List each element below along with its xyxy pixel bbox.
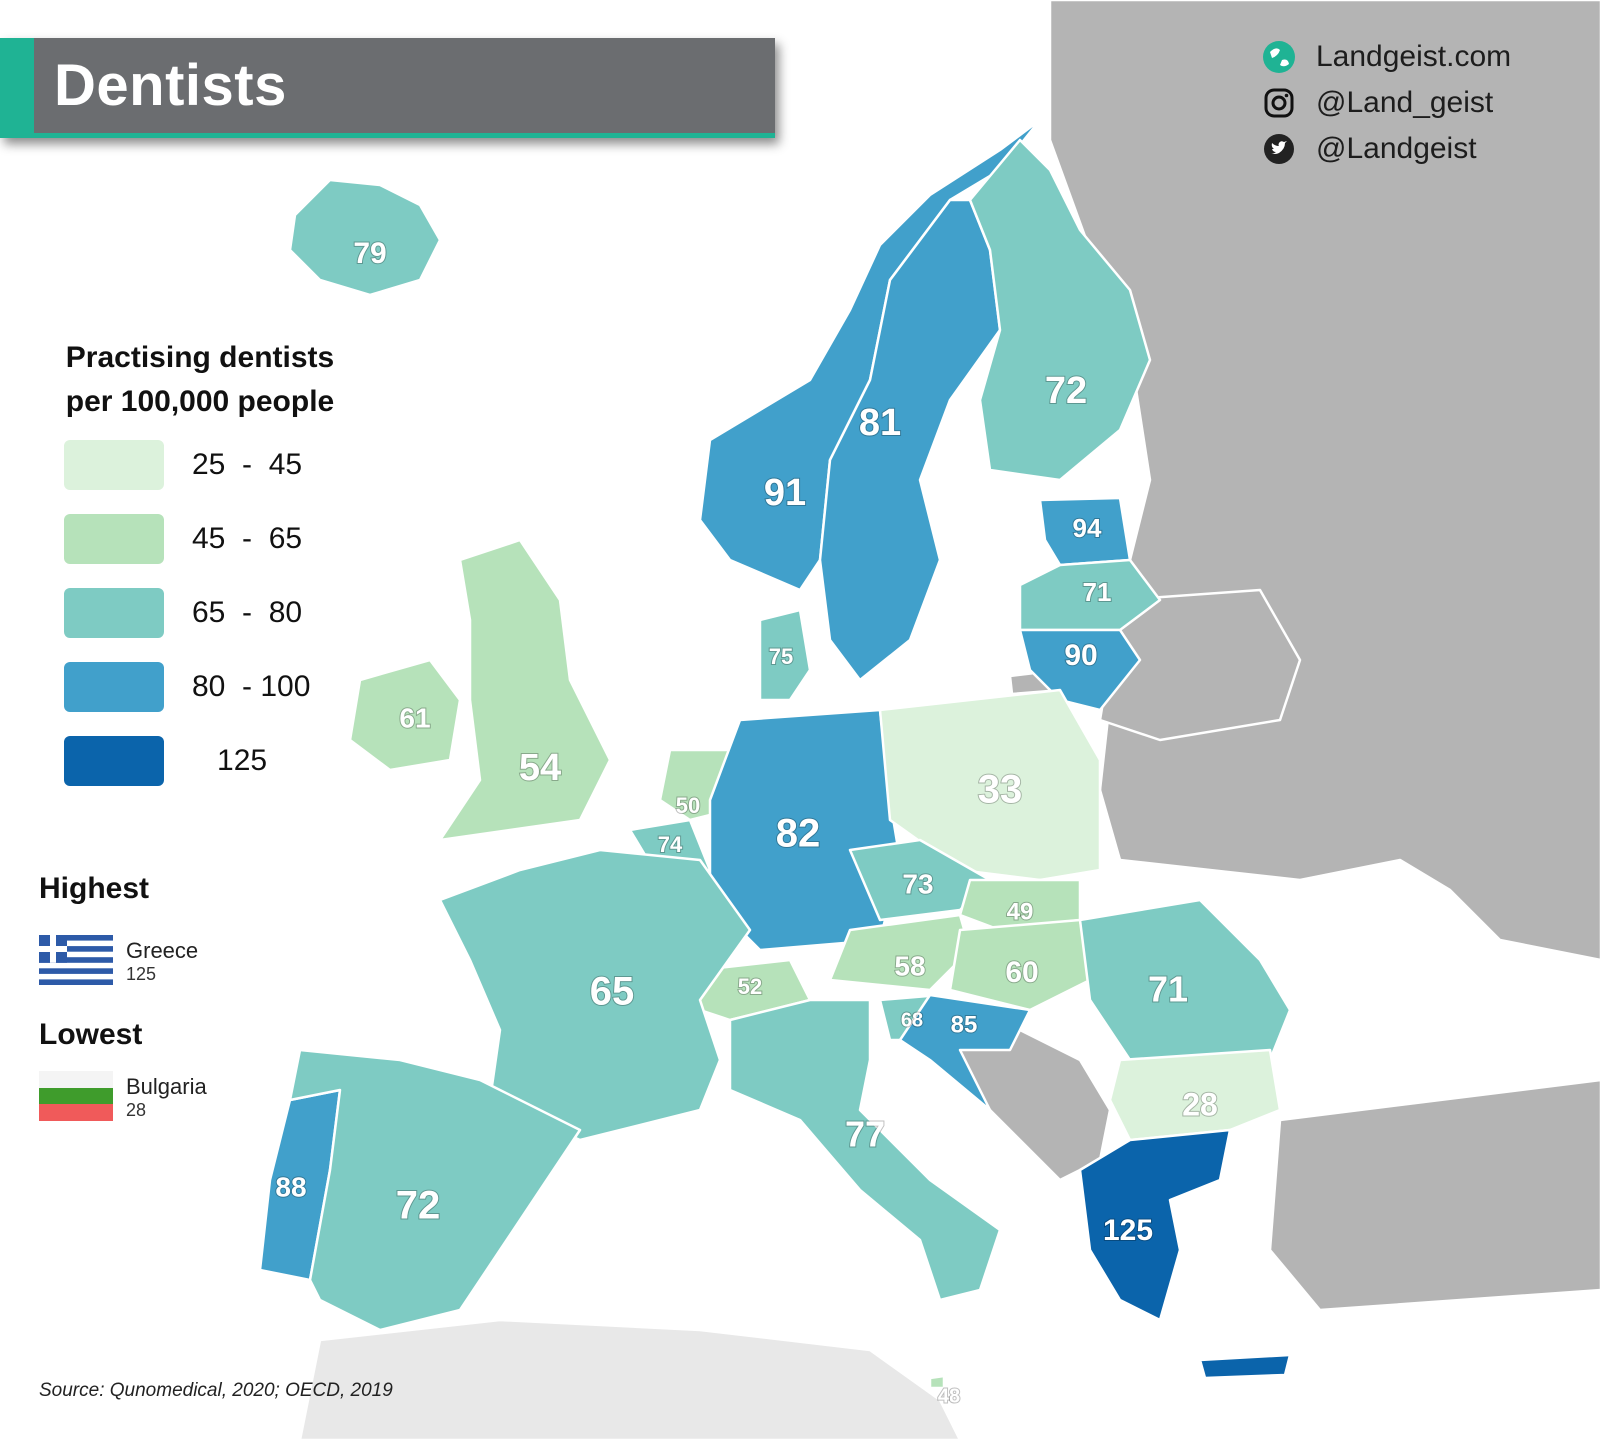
- country-croatia[interactable]: [898, 993, 1032, 1112]
- country-france[interactable]: [438, 848, 752, 1142]
- legend-item-80-100: 80 - 100: [64, 662, 344, 712]
- source-note: Source: Qunomedical, 2020; OECD, 2019: [39, 1380, 393, 1401]
- legend-title: Practising dentists per 100,000 people: [40, 336, 360, 424]
- country-crete[interactable]: [1198, 1353, 1292, 1380]
- legend-label: 80 - 100: [192, 670, 311, 703]
- value-label-denmark: 75: [769, 644, 793, 669]
- value-label-slovenia: 68: [901, 1009, 923, 1031]
- countries-layer: [258, 118, 1292, 1390]
- country-uk[interactable]: [438, 538, 612, 842]
- legend-swatch: [64, 514, 164, 564]
- value-label-norway: 91: [764, 472, 806, 514]
- value-label-slovakia: 49: [1007, 898, 1034, 925]
- value-label-latvia: 71: [1083, 577, 1112, 607]
- balkans-region: [938, 1028, 1112, 1182]
- country-romania[interactable]: [1078, 898, 1292, 1062]
- lowest-heading: Lowest: [39, 1018, 143, 1051]
- value-label-czechia: 73: [902, 868, 933, 899]
- lowest-value: 28: [126, 1100, 147, 1120]
- value-label-france: 65: [590, 970, 635, 1014]
- country-poland[interactable]: [878, 688, 1102, 882]
- value-label-croatia: 85: [951, 1011, 978, 1038]
- value-label-austria: 58: [894, 950, 925, 981]
- legend-swatch: [64, 736, 164, 786]
- legend-title-line1: Practising dentists: [65, 341, 335, 374]
- title-bar: Dentists: [0, 38, 775, 138]
- legend-label: 65 - 80: [192, 596, 303, 629]
- website-row[interactable]: Landgeist.com: [1262, 34, 1592, 80]
- value-label-sweden: 81: [859, 402, 901, 444]
- legend-swatch: [64, 440, 164, 490]
- lowest-country: Bulgaria: [126, 1074, 207, 1099]
- value-labels-layer: 79 91 81 72 94 71 90 75 61 54 50 74 82 33 73 49 58 60 71 52…: [274, 236, 1218, 1408]
- legend-item-45-65: 45 - 65: [64, 514, 344, 564]
- belarus-region: [1098, 588, 1302, 742]
- website-link[interactable]: Landgeist.com: [1316, 40, 1512, 73]
- value-label-netherlands: 50: [676, 793, 700, 818]
- country-greece[interactable]: [1078, 1128, 1232, 1322]
- page-title: Dentists: [54, 53, 287, 118]
- branding: Landgeist.com @Land_geist @Landgeist: [1262, 34, 1592, 172]
- legend-label: 25 - 45: [192, 448, 303, 481]
- globe-icon: [1262, 40, 1296, 74]
- twitter-row[interactable]: @Landgeist: [1262, 126, 1592, 172]
- legend-swatch: [64, 662, 164, 712]
- value-label-malta: 48: [938, 1385, 960, 1407]
- legend-item-65-80: 65 - 80: [64, 588, 344, 638]
- country-spain[interactable]: [288, 1048, 582, 1332]
- value-label-ireland: 61: [399, 702, 430, 733]
- legend-item-125: 125: [64, 736, 344, 786]
- highest-heading: Highest: [39, 872, 150, 905]
- value-label-romania: 71: [1148, 969, 1188, 1010]
- value-label-switzerland: 52: [738, 974, 762, 999]
- instagram-handle[interactable]: @Land_geist: [1316, 86, 1494, 119]
- country-hungary[interactable]: [948, 918, 1092, 1012]
- value-label-poland: 33: [978, 768, 1023, 812]
- country-finland[interactable]: [968, 138, 1152, 482]
- legend-title-line2: per 100,000 people: [65, 385, 335, 418]
- value-label-bulgaria: 28: [1182, 1086, 1218, 1122]
- legend-item-25-45: 25 - 45: [64, 440, 344, 490]
- value-label-estonia: 94: [1073, 513, 1102, 543]
- legend: Practising dentists per 100,000 people 2…: [40, 336, 370, 786]
- africa-region: [298, 1318, 962, 1440]
- twitter-handle[interactable]: @Landgeist: [1316, 132, 1477, 165]
- country-ireland[interactable]: [348, 658, 462, 772]
- title-underline: [34, 133, 775, 138]
- value-label-germany: 82: [776, 812, 821, 856]
- country-sweden[interactable]: [818, 198, 1002, 682]
- legend-label: 45 - 65: [192, 522, 303, 555]
- legend-label: 125: [192, 744, 268, 777]
- highest-country: Greece: [126, 938, 199, 963]
- bulgaria-flag-icon: [39, 1071, 113, 1121]
- value-label-finland: 72: [1045, 370, 1087, 412]
- value-label-italy: 77: [845, 1114, 885, 1155]
- country-malta[interactable]: [928, 1374, 946, 1390]
- turkey-region: [1268, 1078, 1601, 1312]
- value-label-belgium: 74: [658, 832, 683, 857]
- twitter-icon: [1262, 132, 1296, 166]
- instagram-icon: [1262, 86, 1296, 120]
- value-label-hungary: 60: [1005, 956, 1038, 989]
- greece-flag-icon: [39, 935, 113, 985]
- value-label-spain: 72: [396, 1184, 441, 1228]
- instagram-row[interactable]: @Land_geist: [1262, 80, 1592, 126]
- legend-swatch: [64, 588, 164, 638]
- value-label-greece: 125: [1103, 1214, 1153, 1247]
- country-italy[interactable]: [728, 998, 1002, 1302]
- value-label-portugal: 88: [275, 1171, 306, 1202]
- country-denmark[interactable]: [758, 608, 812, 702]
- country-austria[interactable]: [828, 913, 972, 992]
- value-label-lithuania: 90: [1064, 639, 1097, 672]
- value-label-united-kingdom: 54: [519, 747, 561, 789]
- country-iceland[interactable]: [288, 178, 442, 297]
- title-accent-stripe: [0, 38, 34, 138]
- highest-value: 125: [126, 964, 157, 984]
- value-label-iceland: 79: [353, 237, 386, 270]
- no-data-land: [298, 0, 1601, 1440]
